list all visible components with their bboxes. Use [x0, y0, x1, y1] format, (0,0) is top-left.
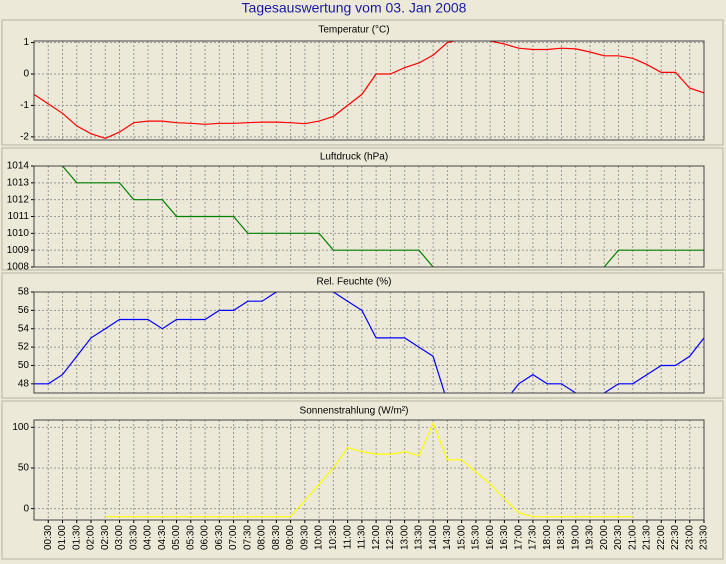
x-tick-label: 04:30 [157, 525, 168, 550]
data-line [34, 292, 704, 393]
x-tick-label: 13:00 [399, 525, 410, 550]
subplot-title: Sonnenstrahlung (W/m²) [300, 406, 409, 417]
x-tick-label: 06:00 [200, 525, 211, 550]
data-line [34, 41, 704, 140]
x-tick-label: 21:30 [642, 525, 653, 550]
x-tick-label: 00:30 [43, 525, 54, 550]
x-tick-label: 23:30 [699, 525, 710, 550]
x-tick-label: 15:00 [456, 525, 467, 550]
y-tick-label: 1014 [7, 161, 30, 172]
x-tick-label: 22:00 [656, 525, 667, 550]
data-line [105, 421, 633, 518]
y-tick-label: 50 [18, 463, 30, 474]
y-tick-label: 1008 [7, 262, 30, 273]
y-tick-label: 1 [23, 37, 29, 48]
x-tick-label: 18:00 [542, 525, 553, 550]
x-tick-label: 05:00 [171, 525, 182, 550]
x-tick-label: 13:30 [414, 525, 425, 550]
x-tick-label: 18:30 [556, 525, 567, 550]
y-tick-label: -2 [20, 131, 29, 142]
x-tick-label: 02:30 [100, 525, 111, 550]
x-tick-label: 08:00 [257, 525, 268, 550]
y-tick-label: 1012 [7, 194, 30, 205]
x-tick-label: 11:30 [357, 525, 368, 550]
y-tick-label: 54 [18, 323, 30, 334]
x-tick-label: 16:30 [499, 525, 510, 550]
x-tick-label: 17:00 [513, 525, 524, 550]
x-tick-label: 21:00 [627, 525, 638, 550]
x-tick-label: 19:00 [570, 525, 581, 550]
plot-frame [33, 291, 705, 394]
plot-frame [33, 165, 705, 268]
y-tick-label: 52 [18, 342, 30, 353]
x-tick-label: 09:00 [285, 525, 296, 550]
x-tick-label: 01:00 [57, 525, 68, 550]
x-tick-label: 19:30 [585, 525, 596, 550]
x-tick-label: 10:00 [314, 525, 325, 550]
y-tick-label: 56 [18, 305, 30, 316]
x-tick-label: 08:30 [271, 525, 282, 550]
x-tick-label: 12:30 [385, 525, 396, 550]
x-tick-label: 22:30 [670, 525, 681, 550]
x-tick-label: 11:00 [342, 525, 353, 550]
y-tick-label: 0 [23, 503, 29, 514]
subplot-title: Rel. Feuchte (%) [316, 277, 391, 288]
x-tick-label: 03:30 [128, 525, 139, 550]
panel-frame [1, 400, 724, 560]
subplot-title: Temperatur (°C) [318, 25, 389, 36]
x-tick-label: 16:00 [485, 525, 496, 550]
x-tick-label: 02:00 [86, 525, 97, 550]
plot-frame [33, 40, 705, 141]
x-tick-label: 15:30 [471, 525, 482, 550]
x-tick-label: 20:00 [599, 525, 610, 550]
panel-frame [1, 272, 724, 399]
panel-frame [1, 147, 724, 271]
x-tick-label: 07:00 [228, 525, 239, 550]
x-tick-label: 12:00 [371, 525, 382, 550]
y-tick-label: 1013 [7, 177, 30, 188]
x-tick-label: 10:30 [328, 525, 339, 550]
x-tick-label: 14:30 [442, 525, 453, 550]
subplot-title: Luftdruck (hPa) [320, 152, 388, 163]
y-tick-label: 0 [23, 69, 29, 80]
x-tick-label: 01:30 [71, 525, 82, 550]
x-tick-label: 04:00 [143, 525, 154, 550]
y-tick-label: 1011 [7, 211, 29, 222]
x-tick-label: 17:30 [528, 525, 539, 550]
x-tick-label: 07:30 [242, 525, 253, 550]
y-tick-label: 48 [18, 378, 30, 389]
y-tick-label: 58 [18, 287, 30, 298]
x-tick-label: 09:30 [299, 525, 310, 550]
y-tick-label: 100 [12, 422, 29, 433]
x-tick-label: 23:00 [684, 525, 695, 550]
plot-frame [33, 419, 705, 521]
y-tick-label: 1009 [7, 245, 30, 256]
y-tick-label: 1010 [7, 228, 30, 239]
x-tick-label: 06:30 [214, 525, 225, 550]
x-tick-label: 03:00 [114, 525, 125, 550]
panel-frame [1, 19, 724, 146]
y-tick-label: 50 [18, 360, 30, 371]
x-tick-label: 05:30 [185, 525, 196, 550]
y-tick-label: -1 [20, 100, 29, 111]
data-line [61, 166, 704, 267]
x-tick-label: 20:30 [613, 525, 624, 550]
page-title: Tagesauswertung vom 03. Jan 2008 [242, 0, 467, 16]
x-tick-label: 14:00 [428, 525, 439, 550]
